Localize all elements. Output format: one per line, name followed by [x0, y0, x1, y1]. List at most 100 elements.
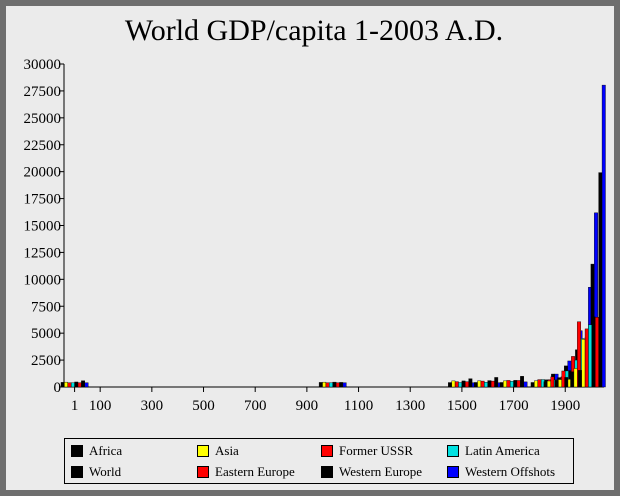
bar [547, 380, 551, 388]
bar [484, 382, 488, 388]
legend-swatch [71, 445, 83, 457]
bar [480, 380, 485, 388]
y-tick-label: 30000 [24, 57, 62, 73]
bar [564, 377, 569, 388]
x-tick-label: 1500 [447, 398, 477, 414]
bar [509, 381, 514, 388]
bar [70, 382, 75, 388]
bar [81, 380, 85, 388]
y-tick-label: 12500 [24, 245, 62, 261]
y-tick-label: 10000 [24, 272, 62, 288]
bar [339, 382, 344, 388]
legend-label: Former USSR [339, 443, 414, 458]
bar [477, 380, 482, 388]
x-tick-label: 1100 [344, 398, 373, 414]
x-tick-label: 300 [141, 398, 164, 414]
x-tick-label: 900 [296, 398, 319, 414]
bar [601, 84, 606, 388]
bar [454, 381, 459, 388]
y-tick-label: 2500 [31, 353, 61, 369]
legend: Africa Asia Former USSR Latin America World E… [64, 438, 574, 484]
legend-label: World [89, 464, 122, 479]
bar [490, 380, 495, 388]
legend-item: Western Europe [321, 463, 422, 481]
bar-group [60, 84, 606, 388]
bar [595, 317, 599, 388]
legend-item: Latin America [447, 442, 540, 460]
legend-item: Western Offshots [447, 463, 555, 481]
legend-label: Africa [89, 443, 123, 458]
bar [451, 380, 456, 388]
y-tick-label: 5000 [31, 326, 61, 342]
bar [537, 379, 542, 388]
bar [448, 382, 452, 388]
bar [558, 379, 563, 388]
legend-item: Eastern Europe [197, 463, 295, 481]
legend-label: Latin America [465, 443, 540, 458]
bar [342, 382, 347, 388]
legend-swatch [321, 466, 333, 478]
y-tick-label: 7500 [31, 299, 61, 315]
chart-title: World GDP/capita 1-2003 A.D. [125, 14, 503, 47]
bar [461, 380, 466, 388]
bar [550, 376, 555, 388]
x-tick-label: 500 [192, 398, 215, 414]
chart-canvas: World GDP/capita 1-2003 A.D. 0 2500 5000 75… [24, 14, 606, 414]
legend-swatch [447, 445, 459, 457]
bar [473, 382, 478, 388]
x-tick-label: 1700 [499, 398, 529, 414]
y-tick-label: 0 [54, 380, 62, 396]
y-tick-label: 17500 [24, 192, 62, 208]
legend-item: Africa [71, 442, 122, 460]
legend-swatch [321, 445, 333, 457]
y-tick-label: 25000 [24, 111, 62, 127]
bar [573, 368, 578, 388]
bar [513, 380, 518, 388]
legend-swatch [71, 466, 83, 478]
chart-frame: World GDP/capita 1-2003 A.D. 0 2500 5000 75… [6, 6, 614, 490]
x-tick-label: 700 [244, 398, 267, 414]
y-tick-label: 22500 [24, 138, 62, 154]
bar [332, 381, 337, 388]
bar [578, 370, 582, 388]
bar [325, 382, 330, 388]
x-axis: 1 100 300 500 700 900 1100 1300 1500 1700 1900 [64, 386, 604, 414]
x-tick-label: 1300 [395, 398, 425, 414]
legend-label: Western Offshots [465, 464, 556, 479]
legend-swatch [447, 466, 459, 478]
bar [588, 324, 593, 388]
bar [530, 382, 535, 388]
bar [591, 316, 596, 388]
bar [84, 382, 89, 388]
bar [67, 382, 72, 388]
bar [322, 381, 327, 388]
y-tick-label: 20000 [24, 165, 62, 181]
bar [570, 371, 575, 388]
bar [318, 382, 323, 388]
bar [523, 381, 528, 388]
bar [329, 382, 333, 388]
legend-label: Eastern Europe [215, 464, 295, 479]
bar [506, 380, 511, 388]
bar [520, 376, 524, 388]
bar [468, 378, 473, 388]
bar [584, 328, 589, 388]
bar [77, 382, 82, 388]
bar [465, 381, 469, 388]
bar [543, 381, 548, 388]
x-tick-label: 100 [89, 398, 112, 414]
legend-label: Western Europe [339, 464, 423, 479]
legend-swatch [197, 466, 209, 478]
bar [487, 380, 492, 388]
legend-swatch [197, 445, 209, 457]
bar [516, 380, 521, 388]
bar [534, 380, 538, 388]
bar [554, 379, 559, 388]
x-tick-label: 1 [71, 398, 79, 414]
bar [598, 172, 603, 388]
bar [581, 339, 586, 388]
bar [499, 382, 504, 388]
bar [494, 377, 499, 388]
bar [503, 380, 507, 388]
y-tick-label: 15000 [24, 219, 62, 235]
